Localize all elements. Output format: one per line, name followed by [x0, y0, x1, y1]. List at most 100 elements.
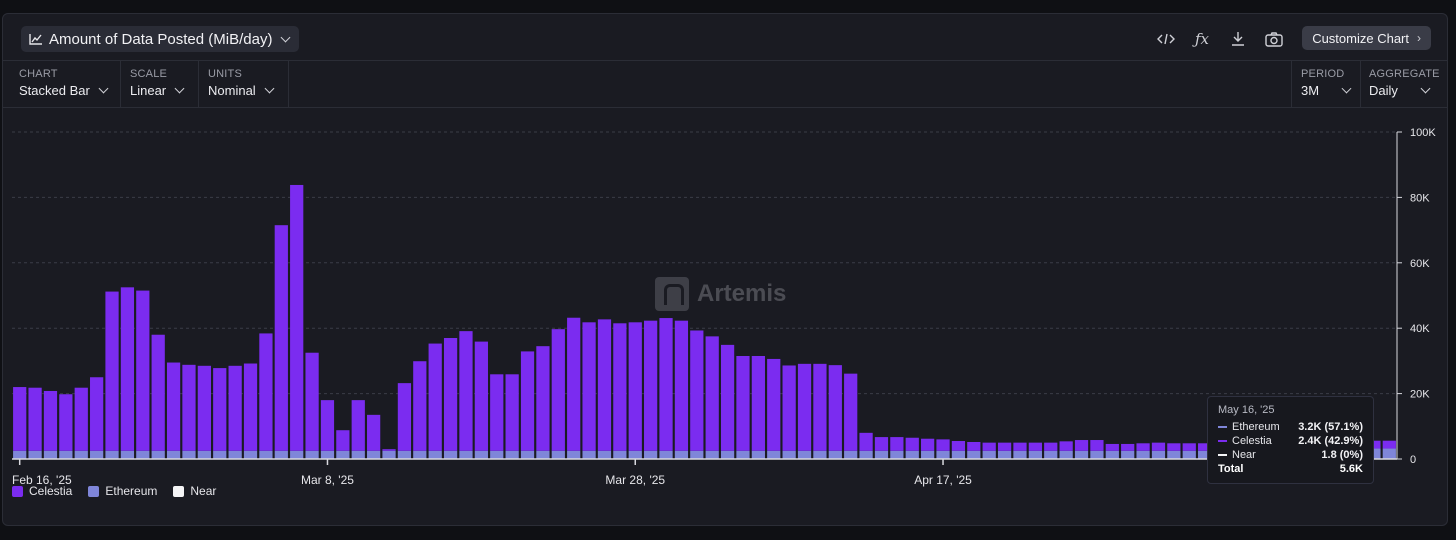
tooltip-series-name: Near	[1232, 449, 1256, 461]
legend-swatch	[88, 485, 100, 497]
bar-ethereum	[166, 450, 181, 459]
bar-celestia	[320, 400, 335, 451]
scale-select[interactable]: SCALE Linear	[121, 61, 199, 107]
bar-celestia	[182, 364, 196, 451]
bar-ethereum	[305, 450, 319, 459]
bar-ethereum	[690, 450, 704, 459]
period-label: PERIOD	[1301, 68, 1345, 80]
bar-celestia	[120, 287, 135, 451]
legend-item-near[interactable]: Near	[173, 484, 216, 498]
chart-title-dropdown[interactable]: Amount of Data Posted (MiB/day)	[21, 26, 300, 52]
bar-ethereum	[520, 450, 535, 459]
bar-ethereum	[351, 450, 365, 459]
bar-celestia	[644, 320, 658, 451]
bar-celestia	[997, 442, 1012, 451]
bar-ethereum	[890, 450, 904, 459]
bar-ethereum	[720, 450, 735, 459]
bar-celestia	[397, 383, 412, 451]
bar-celestia	[1059, 441, 1073, 451]
bar-ethereum	[997, 450, 1012, 459]
tooltip-total-label: Total	[1218, 463, 1244, 475]
artemis-logo-icon	[655, 277, 689, 311]
period-select[interactable]: PERIOD 3M	[1291, 61, 1360, 107]
bar-ethereum	[490, 450, 504, 459]
bar-celestia	[443, 338, 458, 451]
tooltip-series-value: 1.8 (0%)	[1321, 449, 1363, 461]
tooltip-series-value: 3.2K (57.1%)	[1298, 421, 1363, 433]
bar-ethereum	[228, 450, 242, 459]
tooltip-date: May 16, '25	[1218, 404, 1275, 416]
legend-item-celestia[interactable]: Celestia	[12, 484, 72, 498]
toolbar-icons: ƒx	[1155, 28, 1285, 50]
bar-ethereum	[90, 450, 104, 459]
line-chart-icon	[29, 34, 42, 45]
formula-icon[interactable]: ƒx	[1194, 30, 1209, 48]
bar-ethereum	[1028, 450, 1042, 459]
bar-ethereum	[182, 450, 196, 459]
bar-ethereum	[828, 450, 842, 459]
bar-celestia	[936, 439, 950, 451]
y-tick-label: 20K	[1410, 389, 1430, 401]
bar-celestia	[1182, 443, 1196, 451]
legend-item-ethereum[interactable]: Ethereum	[88, 484, 157, 498]
camera-icon[interactable]	[1263, 28, 1285, 50]
y-tick-label: 80K	[1410, 192, 1430, 204]
bar-celestia	[767, 358, 781, 451]
bar-celestia	[613, 323, 627, 451]
aggregate-select[interactable]: AGGREGATE Daily	[1360, 61, 1447, 107]
tooltip-series-value: 2.4K (42.9%)	[1298, 435, 1363, 447]
bar-ethereum	[120, 450, 135, 459]
bar-celestia	[243, 363, 258, 451]
bar-ethereum	[74, 450, 88, 459]
bar-ethereum	[1382, 448, 1396, 459]
x-tick-label: Mar 28, '25	[605, 473, 665, 487]
bar-ethereum	[28, 450, 42, 459]
bar-celestia	[13, 387, 27, 451]
bar-ethereum	[659, 450, 673, 459]
bar-celestia	[197, 365, 211, 451]
legend-label: Celestia	[29, 484, 73, 498]
bar-celestia	[797, 363, 812, 451]
bar-celestia	[305, 352, 319, 451]
download-icon[interactable]	[1227, 28, 1249, 50]
bar-celestia	[74, 387, 88, 451]
bar-ethereum	[644, 450, 658, 459]
customize-chart-label: Customize Chart	[1312, 30, 1409, 46]
embed-code-icon[interactable]	[1155, 28, 1177, 50]
bar-ethereum	[459, 450, 473, 459]
bar-celestia	[505, 374, 519, 451]
bar-ethereum	[813, 450, 827, 459]
bar-celestia	[674, 320, 689, 451]
bar-ethereum	[1151, 450, 1166, 459]
bar-celestia	[136, 290, 150, 451]
bar-celestia	[259, 333, 273, 451]
artemis-watermark: Artemis	[655, 277, 786, 311]
bar-celestia	[628, 322, 642, 451]
bar-celestia	[705, 336, 719, 451]
bar-ethereum	[43, 450, 58, 459]
customize-chart-button[interactable]: Customize Chart ›	[1302, 26, 1431, 50]
bar-ethereum	[397, 450, 412, 459]
bar-ethereum	[13, 450, 27, 459]
bar-celestia	[1198, 443, 1212, 451]
units-select[interactable]: UNITS Nominal	[199, 61, 289, 107]
bar-celestia	[1105, 443, 1119, 451]
bar-celestia	[1136, 443, 1150, 451]
bar-celestia	[290, 184, 304, 451]
bar-celestia	[151, 334, 165, 451]
bar-celestia	[105, 291, 119, 451]
bar-ethereum	[767, 450, 781, 459]
bar-celestia	[1151, 442, 1166, 451]
bar-celestia	[720, 344, 735, 451]
bar-ethereum	[367, 450, 381, 459]
bar-ethereum	[874, 450, 889, 459]
legend-label: Near	[190, 484, 217, 498]
bar-ethereum	[413, 450, 427, 459]
bar-ethereum	[151, 450, 165, 459]
bar-ethereum	[1074, 450, 1089, 459]
chart-type-select[interactable]: CHART Stacked Bar	[3, 61, 121, 107]
bar-celestia	[874, 437, 889, 451]
bar-celestia	[428, 343, 442, 451]
chart-tooltip: May 16, '25 Ethereum 3.2K (57.1%) Celest…	[1207, 396, 1374, 484]
bar-celestia	[551, 329, 565, 451]
